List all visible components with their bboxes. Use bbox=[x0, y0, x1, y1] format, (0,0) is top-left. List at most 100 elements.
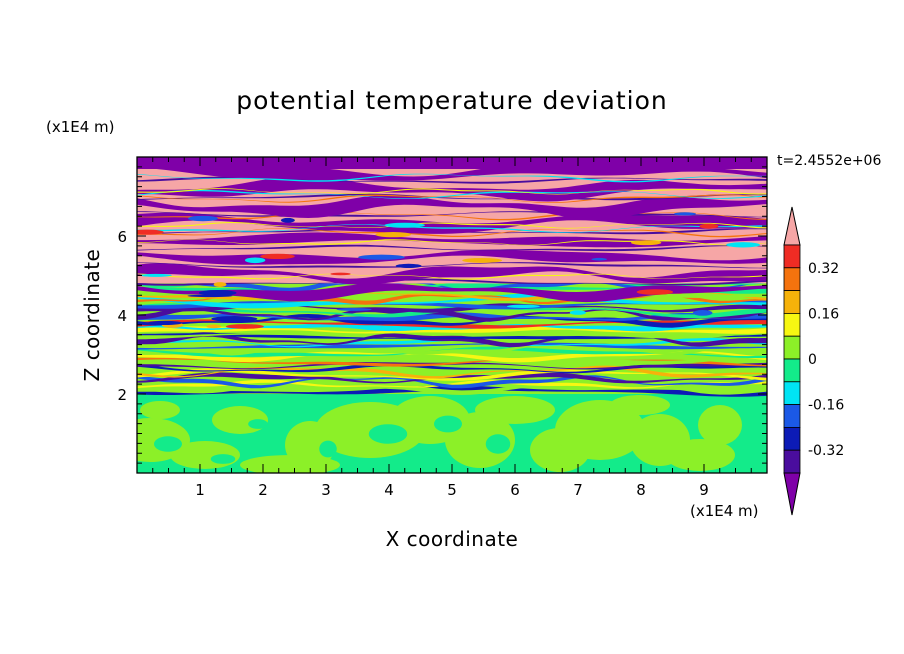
contour-band bbox=[137, 325, 767, 334]
colorbar-segment bbox=[783, 290, 801, 314]
contour-plot-area bbox=[137, 157, 767, 473]
eddy-mark bbox=[375, 231, 412, 238]
x-tick-label: 9 bbox=[699, 481, 709, 499]
eddy-mark bbox=[213, 282, 227, 287]
colorbar-bottom-extension bbox=[783, 472, 801, 516]
eddy-mark bbox=[244, 257, 266, 264]
contour-field bbox=[137, 157, 767, 473]
lower-layer-blob bbox=[698, 405, 742, 445]
contour-band bbox=[137, 173, 767, 183]
colorbar-segment bbox=[783, 426, 801, 451]
contour-band bbox=[137, 224, 767, 233]
eddy-mark bbox=[462, 257, 503, 263]
colorbar-segment bbox=[783, 358, 801, 383]
colorbar-segment bbox=[783, 335, 801, 360]
contour-band bbox=[137, 332, 767, 348]
x-tick-label: 1 bbox=[195, 481, 205, 499]
lower-layer-blob bbox=[475, 396, 555, 424]
contour-band bbox=[137, 286, 767, 298]
contour-band bbox=[137, 278, 767, 286]
contour-band bbox=[137, 333, 767, 340]
contour-band bbox=[137, 227, 767, 235]
contour-band bbox=[137, 312, 767, 322]
lower-layer-blob bbox=[665, 439, 735, 471]
colorbar-segment bbox=[783, 381, 801, 405]
eddy-mark bbox=[211, 316, 258, 322]
colorbar-tick-label: 0 bbox=[808, 352, 817, 368]
colorbar: 0.32 0.16 0 -0.16 -0.32 bbox=[783, 206, 844, 516]
lower-layer-swirl bbox=[434, 415, 462, 433]
eddy-mark bbox=[139, 273, 172, 277]
y-axis-unit: (x1E4 m) bbox=[46, 118, 115, 136]
lower-layer-swirl bbox=[248, 419, 268, 429]
eddy-mark bbox=[137, 229, 164, 235]
contour-band bbox=[137, 239, 767, 246]
eddy-mark bbox=[280, 217, 295, 223]
eddy-mark bbox=[198, 289, 237, 296]
eddy-mark bbox=[636, 289, 674, 295]
contour-band bbox=[137, 262, 767, 269]
x-tick-label: 7 bbox=[573, 481, 583, 499]
eddy-mark bbox=[692, 309, 713, 316]
lower-layer-swirl bbox=[319, 440, 337, 458]
eddy-mark bbox=[506, 304, 540, 308]
colorbar-segment bbox=[783, 449, 801, 474]
lower-layer-swirl bbox=[154, 436, 182, 452]
lower-layer-blob bbox=[610, 395, 670, 415]
x-axis-unit: (x1E4 m) bbox=[690, 502, 759, 520]
y-axis-label: Z coordinate bbox=[80, 248, 104, 382]
x-tick-label: 6 bbox=[510, 481, 520, 499]
colorbar-segment bbox=[783, 312, 801, 337]
contour-band bbox=[137, 232, 767, 248]
contour-band bbox=[137, 189, 767, 199]
colorbar-tick-label: 0.16 bbox=[808, 306, 839, 322]
lower-layer-swirl bbox=[368, 424, 408, 444]
colorbar-segment bbox=[783, 404, 801, 428]
x-axis-label: X coordinate bbox=[385, 527, 519, 551]
eddy-mark bbox=[673, 212, 696, 216]
colorbar-top-extension bbox=[783, 206, 801, 246]
plot-axes: 1 2 3 4 5 6 7 8 9 2 4 6 bbox=[117, 156, 768, 499]
contour-band bbox=[137, 365, 767, 379]
eddy-mark bbox=[260, 253, 295, 260]
eddy-mark bbox=[206, 324, 222, 329]
contour-band bbox=[137, 228, 767, 238]
lower-layer-blob bbox=[140, 401, 180, 419]
colorbar-tick-label: -0.16 bbox=[808, 398, 844, 414]
eddy-mark bbox=[384, 222, 425, 228]
eddy-mark bbox=[358, 254, 405, 260]
lower-layer-blob bbox=[555, 400, 645, 460]
colorbar-tick-label: -0.32 bbox=[808, 443, 844, 459]
eddy-mark bbox=[630, 240, 662, 246]
colorbar-tick-label: 0.32 bbox=[808, 261, 839, 277]
contour-band bbox=[137, 244, 767, 252]
y-tick-label: 4 bbox=[117, 307, 127, 325]
lower-layer-blob bbox=[240, 455, 340, 473]
contour-band bbox=[137, 346, 767, 359]
contour-band bbox=[137, 375, 767, 389]
contour-band bbox=[137, 293, 767, 309]
contour-band bbox=[137, 176, 767, 184]
time-label: t=2.4552e+06 bbox=[777, 153, 882, 169]
contour-band bbox=[137, 368, 767, 381]
contour-band bbox=[137, 283, 767, 303]
x-tick-label: 2 bbox=[258, 481, 268, 499]
contour-band bbox=[137, 194, 767, 220]
x-tick-label: 3 bbox=[321, 481, 331, 499]
lower-layer-swirl bbox=[210, 454, 236, 464]
eddy-mark bbox=[569, 310, 587, 315]
eddy-mark bbox=[330, 272, 351, 276]
eddy-mark bbox=[147, 320, 183, 325]
eddy-mark bbox=[699, 223, 719, 229]
y-tick-label: 2 bbox=[117, 386, 127, 404]
y-tick-label: 6 bbox=[117, 228, 127, 246]
contour-band bbox=[137, 176, 767, 202]
contour-band bbox=[137, 362, 767, 374]
x-tick-label: 8 bbox=[636, 481, 646, 499]
contour-band bbox=[137, 337, 767, 348]
contour-band bbox=[137, 326, 767, 340]
chart-title: potential temperature deviation bbox=[236, 86, 668, 115]
contour-band bbox=[137, 306, 767, 322]
eddy-mark bbox=[187, 215, 218, 222]
